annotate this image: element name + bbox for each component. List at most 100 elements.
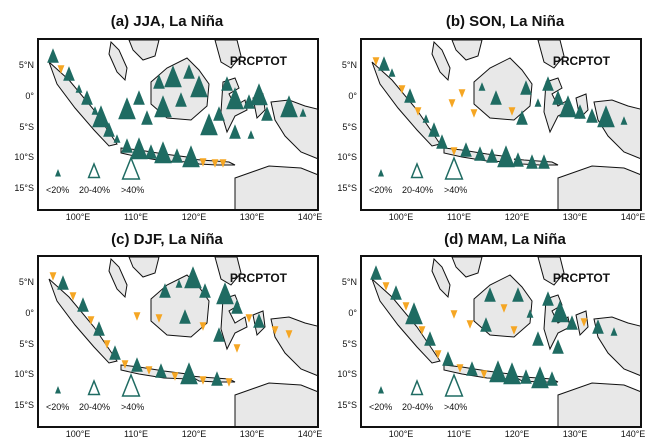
- decrease-marker-29: [199, 322, 207, 331]
- increase-marker-13: [171, 148, 183, 163]
- landmass-borneo: [473, 57, 533, 121]
- increase-marker-12: [489, 360, 507, 383]
- decrease-marker-1: [57, 65, 65, 74]
- decrease-marker-9: [450, 147, 458, 156]
- increase-marker-11: [474, 146, 486, 161]
- lat-10s-d: 10°S: [337, 369, 357, 379]
- increase-marker-13: [180, 362, 198, 385]
- increase-marker-26: [610, 327, 618, 336]
- increase-marker-16: [546, 371, 558, 386]
- increase-marker-12: [154, 141, 172, 164]
- index-label-a: PRCPTOT: [229, 54, 287, 68]
- index-label-b: PRCPTOT: [552, 54, 610, 68]
- increase-marker-10: [130, 137, 148, 160]
- increase-marker-35: [200, 113, 218, 136]
- decrease-marker-0: [372, 57, 380, 66]
- legend-symbol-small: [55, 169, 61, 177]
- legend-symbol-large: [121, 155, 141, 180]
- landmass-new-guinea: [593, 99, 640, 159]
- lon-110e-c: 110°E: [124, 429, 148, 439]
- increase-marker-25: [586, 108, 598, 123]
- increase-marker-7: [428, 122, 440, 137]
- panel-title-b: (b) SON, La Niña: [445, 13, 565, 30]
- decrease-marker-3: [402, 302, 410, 311]
- index-label-c: PRCPTOT: [229, 271, 287, 285]
- legend-label-small-c: <20%: [46, 402, 70, 412]
- legend-label-medium-a: 20-40%: [79, 185, 111, 195]
- landmass-australia: [234, 165, 317, 209]
- landmass-sumatra: [371, 278, 441, 364]
- lat-15s-c: 15°S: [14, 400, 34, 410]
- lat-10s-b: 10°S: [337, 152, 357, 162]
- decrease-marker-3: [398, 85, 406, 94]
- decrease-marker-30: [448, 99, 456, 108]
- legend-label-medium-c: 20-40%: [79, 402, 111, 412]
- legend-symbol-small: [378, 386, 384, 394]
- landmass-malay-peninsula: [431, 40, 451, 82]
- increase-marker-5: [93, 321, 105, 336]
- increase-marker-5: [91, 106, 99, 115]
- decrease-marker-6: [103, 340, 111, 349]
- decrease-marker-10: [145, 366, 153, 375]
- decrease-marker-5: [414, 107, 422, 116]
- increase-marker-12: [486, 148, 498, 163]
- legend-symbol-small: [55, 386, 61, 394]
- decrease-marker-7: [434, 350, 442, 359]
- lat-5s-c: 5°S: [19, 339, 34, 349]
- increase-marker-7: [103, 122, 115, 137]
- lon-130e-d: 130°E: [562, 429, 588, 439]
- increase-marker-15: [526, 154, 538, 169]
- landmass-malay-peninsula: [108, 257, 128, 299]
- increase-marker-32: [552, 339, 564, 354]
- lat-5s-b: 5°S: [342, 122, 357, 132]
- increase-marker-9: [131, 357, 143, 372]
- increase-marker-2: [390, 285, 402, 300]
- increase-marker-4: [404, 88, 416, 103]
- increase-marker-24: [253, 313, 265, 328]
- lon-140e-a: 140°E: [297, 212, 323, 222]
- increase-marker-20: [199, 283, 211, 298]
- lat-0-c: 0°: [25, 308, 34, 318]
- decrease-marker-27: [466, 320, 474, 329]
- legend-symbol-large: [444, 372, 464, 397]
- lon-100e-a: 100°E: [65, 212, 91, 222]
- increase-marker-9: [121, 138, 133, 153]
- decrease-marker-17: [219, 159, 227, 168]
- lon-120e-c: 120°E: [181, 429, 207, 439]
- increase-marker-0: [370, 265, 382, 280]
- lat-10s-c: 10°S: [14, 369, 34, 379]
- increase-marker-21: [542, 76, 554, 91]
- increase-marker-11: [145, 144, 157, 159]
- landmass-philippines: [537, 40, 565, 69]
- decrease-marker-27: [155, 314, 163, 323]
- increase-marker-22: [552, 90, 564, 105]
- decrease-marker-29: [510, 326, 518, 335]
- legend-label-large-a: >40%: [121, 185, 145, 195]
- lon-130e-a: 130°E: [239, 212, 265, 222]
- increase-marker-23: [154, 95, 172, 118]
- decrease-marker-18: [500, 304, 508, 313]
- landmass-sumatra: [48, 278, 118, 364]
- landmass-indochina: [128, 257, 160, 278]
- landmass-indochina: [128, 40, 160, 61]
- increase-marker-4: [405, 302, 423, 325]
- increase-marker-18: [153, 74, 165, 89]
- lat-5n-c: 5°N: [18, 277, 34, 287]
- increase-marker-6: [92, 105, 110, 128]
- lat-15s-b: 15°S: [337, 183, 357, 193]
- increase-marker-18: [175, 279, 183, 288]
- map-canvas-a: [47, 40, 317, 209]
- map-panel-a: PRCPTOT <20% 20-40% >40%: [37, 38, 319, 211]
- lat-0-d: 0°: [348, 308, 357, 318]
- increase-marker-24: [221, 76, 233, 91]
- increase-marker-6: [422, 114, 430, 123]
- legend-label-large-b: >40%: [444, 185, 468, 195]
- decrease-marker-0: [49, 272, 57, 281]
- increase-marker-15: [531, 366, 549, 389]
- increase-marker-33: [118, 97, 136, 120]
- increase-marker-17: [484, 287, 496, 302]
- panel-title-d: (d) MAM, La Niña: [444, 231, 566, 248]
- decrease-marker-26: [285, 330, 293, 339]
- lon-140e-b: 140°E: [620, 212, 646, 222]
- increase-marker-28: [179, 309, 191, 324]
